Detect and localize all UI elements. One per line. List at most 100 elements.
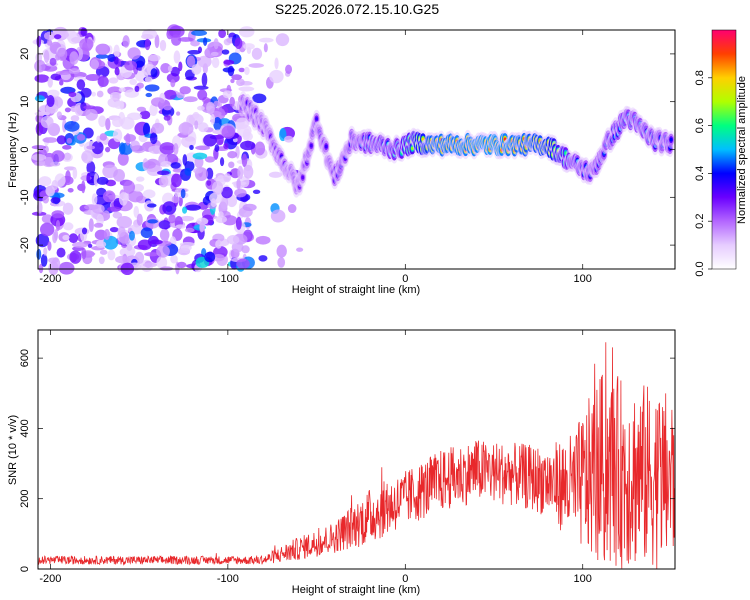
noise-blob <box>231 74 243 81</box>
spectrogram-x-label: Height of straight line (km) <box>292 284 420 296</box>
snr-x-label: Height of straight line (km) <box>292 584 420 596</box>
noise-blob <box>248 63 265 68</box>
noise-blob <box>163 104 172 111</box>
noise-blob <box>66 137 73 144</box>
noise-blob <box>219 157 225 167</box>
noise-blob <box>113 100 124 109</box>
noise-blob <box>235 216 242 230</box>
noise-blob <box>114 67 120 76</box>
noise-blob <box>184 227 195 233</box>
noise-blob <box>252 93 267 104</box>
noise-blob <box>178 248 191 254</box>
noise-blob <box>228 161 235 169</box>
noise-blob <box>105 117 111 131</box>
noise-blob <box>144 84 160 92</box>
noise-blob <box>34 95 46 102</box>
noise-blob <box>160 160 172 167</box>
noise-blob <box>195 145 210 151</box>
noise-blob <box>45 103 59 114</box>
noise-blob <box>236 178 241 190</box>
noise-blob <box>214 144 220 153</box>
noise-blob <box>46 39 53 46</box>
noise-blob <box>31 211 47 216</box>
noise-blob <box>276 244 287 258</box>
noise-blob <box>103 228 110 241</box>
noise-blob <box>133 205 140 218</box>
noise-blob <box>113 44 120 58</box>
noise-blob <box>65 170 71 184</box>
noise-blob <box>145 92 153 98</box>
noise-blob <box>116 215 133 229</box>
noise-blob <box>112 128 123 143</box>
noise-blob <box>236 78 245 87</box>
noise-blob <box>43 247 48 256</box>
noise-blob <box>80 101 87 112</box>
y-tick-label: -10 <box>19 189 31 205</box>
noise-blob <box>80 27 88 37</box>
snr-frame <box>37 329 676 570</box>
noise-blob <box>122 35 130 48</box>
noise-blob <box>87 243 93 248</box>
noise-blob <box>142 122 151 137</box>
noise-blob <box>95 240 107 249</box>
noise-blob <box>62 145 72 150</box>
noise-blob <box>51 150 65 162</box>
noise-blob <box>229 96 235 107</box>
noise-blob <box>255 235 271 245</box>
noise-blob <box>92 203 105 214</box>
noise-blob <box>91 91 97 97</box>
noise-blob <box>97 76 109 87</box>
noise-blob <box>211 57 220 69</box>
noise-blob <box>243 43 255 50</box>
noise-blob <box>128 230 135 241</box>
noise-blob <box>51 257 61 271</box>
noise-blob <box>222 90 233 99</box>
noise-blob <box>68 233 79 244</box>
noise-blob <box>62 234 70 241</box>
colorbar-tick-label: 0.4 <box>694 166 706 181</box>
noise-blob <box>234 37 243 50</box>
noise-blob <box>76 134 86 141</box>
noise-blob <box>178 195 183 207</box>
noise-blob <box>203 134 217 147</box>
noise-blob <box>154 165 163 172</box>
noise-blob <box>83 105 96 110</box>
noise-blob <box>197 46 203 53</box>
noise-blob <box>43 64 58 72</box>
noise-blob <box>251 47 263 60</box>
ridge-peak <box>301 175 305 180</box>
noise-blob <box>236 258 250 269</box>
noise-blob <box>296 247 304 252</box>
noise-blob <box>58 261 75 275</box>
snr-y-label: SNR (10 * v/v) <box>7 415 19 485</box>
noise-blob <box>149 132 158 145</box>
noise-blob <box>234 188 247 198</box>
noise-blob <box>43 31 56 41</box>
noise-blob <box>40 115 54 129</box>
y-tick-label: 10 <box>19 96 31 108</box>
noise-blob <box>285 64 293 75</box>
noise-blob <box>170 254 178 264</box>
noise-blob <box>158 175 169 188</box>
noise-blob <box>187 49 201 55</box>
noise-blob <box>76 79 86 90</box>
colorbar-tick-label: 0.0 <box>694 261 706 276</box>
noise-blob <box>186 55 196 68</box>
noise-blob <box>50 197 61 204</box>
noise-blob <box>57 47 68 61</box>
noise-blob <box>56 247 66 258</box>
noise-blob <box>72 241 88 248</box>
noise-blob <box>158 220 171 230</box>
noise-blob <box>90 59 100 70</box>
noise-blob <box>96 176 109 185</box>
noise-blob <box>146 203 157 208</box>
noise-blob <box>213 38 219 50</box>
noise-blob <box>182 206 188 214</box>
noise-blob <box>91 193 98 206</box>
noise-blob <box>79 38 94 51</box>
noise-blob <box>163 89 177 100</box>
noise-blob <box>39 222 55 237</box>
colorbar-tick-label: 0.6 <box>694 118 706 133</box>
